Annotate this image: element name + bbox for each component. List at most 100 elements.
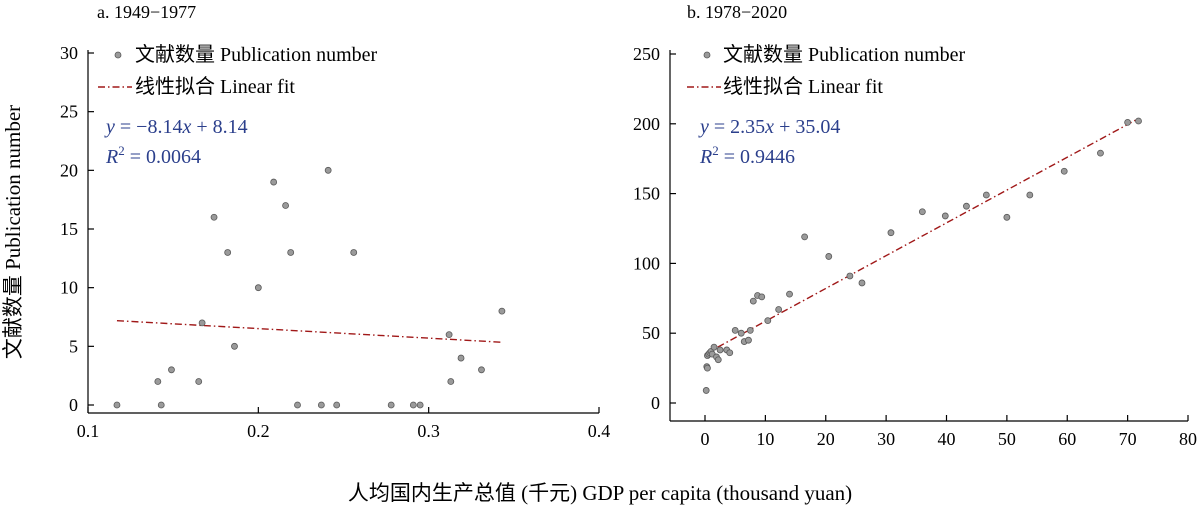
data-point <box>113 401 121 409</box>
panel-a-fit <box>116 319 502 343</box>
panel-a-points <box>113 166 506 409</box>
data-point <box>157 401 165 409</box>
data-point <box>478 366 485 374</box>
panel-b-legend-line-label: 线性拟合 Linear fit <box>723 75 883 98</box>
panel-b-r2-var: R <box>699 146 712 168</box>
data-point <box>416 401 424 409</box>
panel-b-r2-sup: 2 <box>712 143 719 158</box>
data-point <box>918 208 926 216</box>
y-tick-label: 20 <box>60 160 78 180</box>
panel-b-legend: 文献数量 Publication number 线性拟合 Linear fit <box>687 43 966 98</box>
panel-a: a. 1949−1977 0.1 0.2 0.3 0.4 0 5 10 15 20 25 30 文献… <box>60 2 610 441</box>
y-tick-label: 15 <box>60 219 78 239</box>
y-tick-label: 100 <box>633 253 660 273</box>
panel-a-title: a. 1949−1977 <box>97 2 196 22</box>
panel-b-fit <box>704 117 1139 355</box>
x-tick-label: 0.4 <box>588 421 611 441</box>
y-tick-label: 50 <box>642 323 660 343</box>
y-tick-label: 0 <box>69 395 78 415</box>
data-point <box>731 327 739 334</box>
x-tick-label: 40 <box>938 429 956 449</box>
data-point <box>498 307 506 315</box>
data-point <box>887 229 895 237</box>
data-point <box>1060 167 1068 175</box>
data-point <box>445 331 453 339</box>
panel-a-r2-sup: 2 <box>118 143 125 158</box>
panel-b: b. 1978−2020 0 10 20 30 40 50 60 70 80 0 50 100 150 2… <box>633 2 1197 449</box>
y-tick-label: 250 <box>633 44 660 64</box>
data-point <box>749 297 757 305</box>
x-tick-label: 0.1 <box>77 421 100 441</box>
data-point <box>210 213 218 221</box>
data-point <box>287 249 295 256</box>
data-point <box>231 342 238 350</box>
data-point <box>195 378 203 385</box>
panel-b-eq-tail: + 35.04 <box>774 116 840 138</box>
data-point <box>387 401 395 409</box>
data-point <box>846 272 854 280</box>
panel-b-eq-y: y <box>698 116 709 138</box>
y-tick-label: 0 <box>651 393 660 413</box>
data-point <box>702 387 710 394</box>
data-point <box>737 329 745 337</box>
data-point <box>716 346 724 354</box>
y-tick-label: 10 <box>60 278 78 298</box>
panel-a-r2: R2 = 0.0064 <box>105 143 201 168</box>
data-point <box>294 401 301 409</box>
data-point <box>1124 119 1132 126</box>
x-tick-label: 30 <box>877 429 895 449</box>
data-point <box>457 354 465 362</box>
data-point <box>317 401 325 409</box>
x-tick-label: 20 <box>817 429 835 449</box>
data-point <box>270 178 278 186</box>
x-tick-label: 0.3 <box>417 421 440 441</box>
data-point <box>745 336 752 344</box>
panel-b-legend-scatter-label: 文献数量 Publication number <box>723 43 966 66</box>
data-point <box>710 343 718 351</box>
panel-b-eq-x: x <box>764 116 774 138</box>
panel-a-r2-var: R <box>105 146 118 168</box>
x-tick-label: 0 <box>701 429 710 449</box>
y-tick-label: 30 <box>60 43 78 63</box>
x-tick-label: 10 <box>756 429 774 449</box>
data-point <box>154 378 162 385</box>
data-point <box>704 364 711 372</box>
y-tick-label: 25 <box>60 102 78 122</box>
data-point <box>1003 213 1011 221</box>
panel-b-points <box>702 117 1142 394</box>
panel-b-ticks: 0 10 20 30 40 50 60 70 80 0 50 100 150 200 250 <box>633 44 1197 449</box>
data-point <box>825 253 833 260</box>
panel-a-legend-line-label: 线性拟合 Linear fit <box>135 75 295 98</box>
data-point <box>801 233 809 241</box>
x-tick-label: 70 <box>1119 429 1137 449</box>
data-point <box>324 166 332 174</box>
panel-b-legend-point-swatch <box>703 51 711 59</box>
data-point <box>746 327 754 334</box>
data-point <box>714 356 722 364</box>
y-axis-title: 文献数量 Publication number <box>1 105 25 359</box>
data-point <box>758 293 766 301</box>
y-tick-label: 150 <box>633 184 660 204</box>
x-tick-label: 50 <box>998 429 1016 449</box>
fit-line <box>116 319 502 343</box>
panel-a-r2-rest: = 0.0064 <box>125 146 201 168</box>
x-tick-label: 60 <box>1058 429 1076 449</box>
data-point <box>1135 117 1142 125</box>
data-point <box>941 212 949 220</box>
data-point <box>254 284 262 292</box>
panel-a-eq-tail: + 8.14 <box>191 116 247 138</box>
x-axis-title: 人均国内生产总值 (千元) GDP per capita (thousand y… <box>348 481 852 505</box>
fit-line <box>704 117 1139 355</box>
data-point <box>726 349 734 357</box>
panel-b-eq-rest: = 2.35 <box>709 116 765 138</box>
data-point <box>282 202 289 209</box>
panel-a-eq-rest: = −8.14 <box>115 116 183 138</box>
data-point <box>198 319 206 327</box>
y-tick-label: 5 <box>69 336 78 356</box>
panel-a-ticks: 0.1 0.2 0.3 0.4 0 5 10 15 20 25 30 <box>60 43 610 441</box>
x-tick-label: 80 <box>1179 429 1197 449</box>
panel-a-equation: y = −8.14x + 8.14 <box>104 116 248 138</box>
data-point <box>764 317 772 325</box>
panel-a-legend: 文献数量 Publication number 线性拟合 Linear fit <box>98 43 378 98</box>
